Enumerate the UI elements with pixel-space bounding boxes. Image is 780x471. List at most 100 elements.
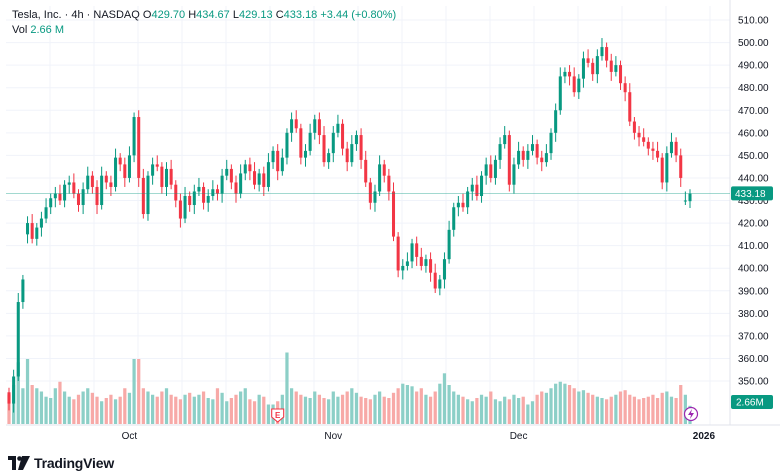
- price-axis[interactable]: 510.00 500.00 490.00 480.00 470.00 460.00 450.…: [738, 16, 769, 388]
- candle-body: [76, 193, 81, 206]
- volume-bar: [558, 381, 562, 424]
- volume-bar: [572, 388, 576, 424]
- candle-body: [493, 159, 497, 178]
- candle-body: [317, 119, 321, 136]
- last-price-label: 433.18: [731, 186, 773, 201]
- lightning-icon[interactable]: [683, 406, 699, 422]
- candle-body: [581, 58, 585, 79]
- volume-bar: [137, 359, 141, 424]
- volume-bar: [368, 399, 372, 424]
- volume-bar: [600, 398, 604, 424]
- candle-body: [290, 119, 294, 133]
- volume-bar: [512, 394, 516, 424]
- candle-body: [253, 171, 257, 185]
- candle-body: [405, 261, 409, 266]
- candle-body: [81, 189, 85, 206]
- volume-bar: [428, 396, 433, 424]
- candle-body: [155, 164, 159, 167]
- candle-body: [517, 150, 521, 165]
- candle-body: [558, 76, 562, 111]
- candle-body: [248, 164, 252, 172]
- candle-body: [294, 119, 298, 129]
- candle-body: [618, 65, 623, 84]
- legend-close-label: C: [275, 9, 284, 21]
- volume-bar: [104, 398, 108, 424]
- volume-bar: [503, 396, 507, 424]
- volume-bar: [655, 398, 660, 424]
- candle-body: [637, 132, 641, 138]
- candle-body: [530, 144, 535, 151]
- candle-body: [127, 155, 131, 178]
- volume-bar: [81, 391, 85, 424]
- legend-symbol[interactable]: Tesla, Inc.: [12, 9, 62, 21]
- candle-body: [169, 168, 173, 185]
- candle-body: [49, 198, 53, 208]
- volume-bar: [197, 394, 201, 424]
- candle-body: [164, 168, 169, 187]
- candle-body: [243, 164, 247, 174]
- candle-body: [345, 148, 349, 163]
- volume-bar: [109, 394, 113, 424]
- candle-body: [591, 62, 595, 75]
- candle-body: [114, 157, 118, 187]
- event-markers[interactable]: E: [271, 408, 285, 423]
- tradingview-logo[interactable]: TradingView: [8, 455, 114, 471]
- candle-body: [229, 168, 233, 183]
- volume-bar: [257, 394, 261, 424]
- candle-body: [16, 302, 20, 377]
- volume-bar: [674, 398, 678, 424]
- candle-body: [679, 155, 683, 178]
- volume-bar: [447, 385, 451, 424]
- volume-bar: [44, 396, 48, 424]
- candle-body: [475, 184, 479, 196]
- volume-bar: [215, 388, 220, 424]
- volume-bar: [49, 398, 53, 424]
- price-tick-label: 480.00: [738, 83, 769, 94]
- volume-bar: [609, 396, 613, 424]
- candle-body: [674, 141, 678, 156]
- volume-bar: [220, 392, 224, 424]
- candle-body: [480, 175, 484, 196]
- volume-bar: [229, 398, 233, 424]
- candle-body: [656, 150, 660, 158]
- volume-bar: [160, 391, 164, 424]
- volume-bar: [331, 391, 335, 424]
- candle-body: [642, 137, 646, 142]
- candle-body: [280, 157, 284, 172]
- volume-bar: [586, 392, 590, 424]
- legend-vol-value: 2.66 M: [30, 24, 64, 36]
- legend-interval[interactable]: 4h: [71, 9, 84, 21]
- volume-bar: [239, 391, 243, 424]
- legend-sep: ·: [64, 9, 69, 21]
- candle-body: [341, 123, 345, 149]
- candle-body: [605, 47, 609, 61]
- legend-open-value: 429.70: [151, 9, 186, 21]
- candle-body: [354, 135, 358, 145]
- time-tick-label: Oct: [122, 431, 138, 442]
- volume-bar: [211, 399, 215, 424]
- volume-bar: [364, 398, 368, 424]
- volume-bar: [146, 391, 150, 424]
- time-axis[interactable]: Oct Nov Dec 2026: [122, 431, 716, 442]
- candle-body: [90, 175, 94, 187]
- volume-bar: [322, 398, 326, 424]
- volume-bar: [285, 352, 289, 424]
- price-tick-label: 370.00: [738, 331, 769, 342]
- volume-bar: [419, 388, 423, 424]
- volume-bar: [387, 398, 391, 424]
- volume-bar: [479, 394, 484, 424]
- candle-body: [266, 162, 270, 187]
- candle-body: [174, 184, 178, 201]
- candle-body: [197, 186, 201, 192]
- volume-bar: [188, 392, 192, 424]
- candle-body: [461, 202, 465, 208]
- candle-body: [419, 256, 423, 266]
- earnings-marker[interactable]: E: [271, 408, 285, 423]
- legend-row-ohlc: Tesla, Inc. · 4h · NASDAQ O429.70 H434.6…: [12, 8, 396, 23]
- candle-body: [178, 200, 182, 219]
- candle-body: [211, 189, 215, 196]
- volume-bar: [248, 399, 252, 424]
- candle-body: [466, 191, 470, 208]
- candle-body: [429, 259, 433, 273]
